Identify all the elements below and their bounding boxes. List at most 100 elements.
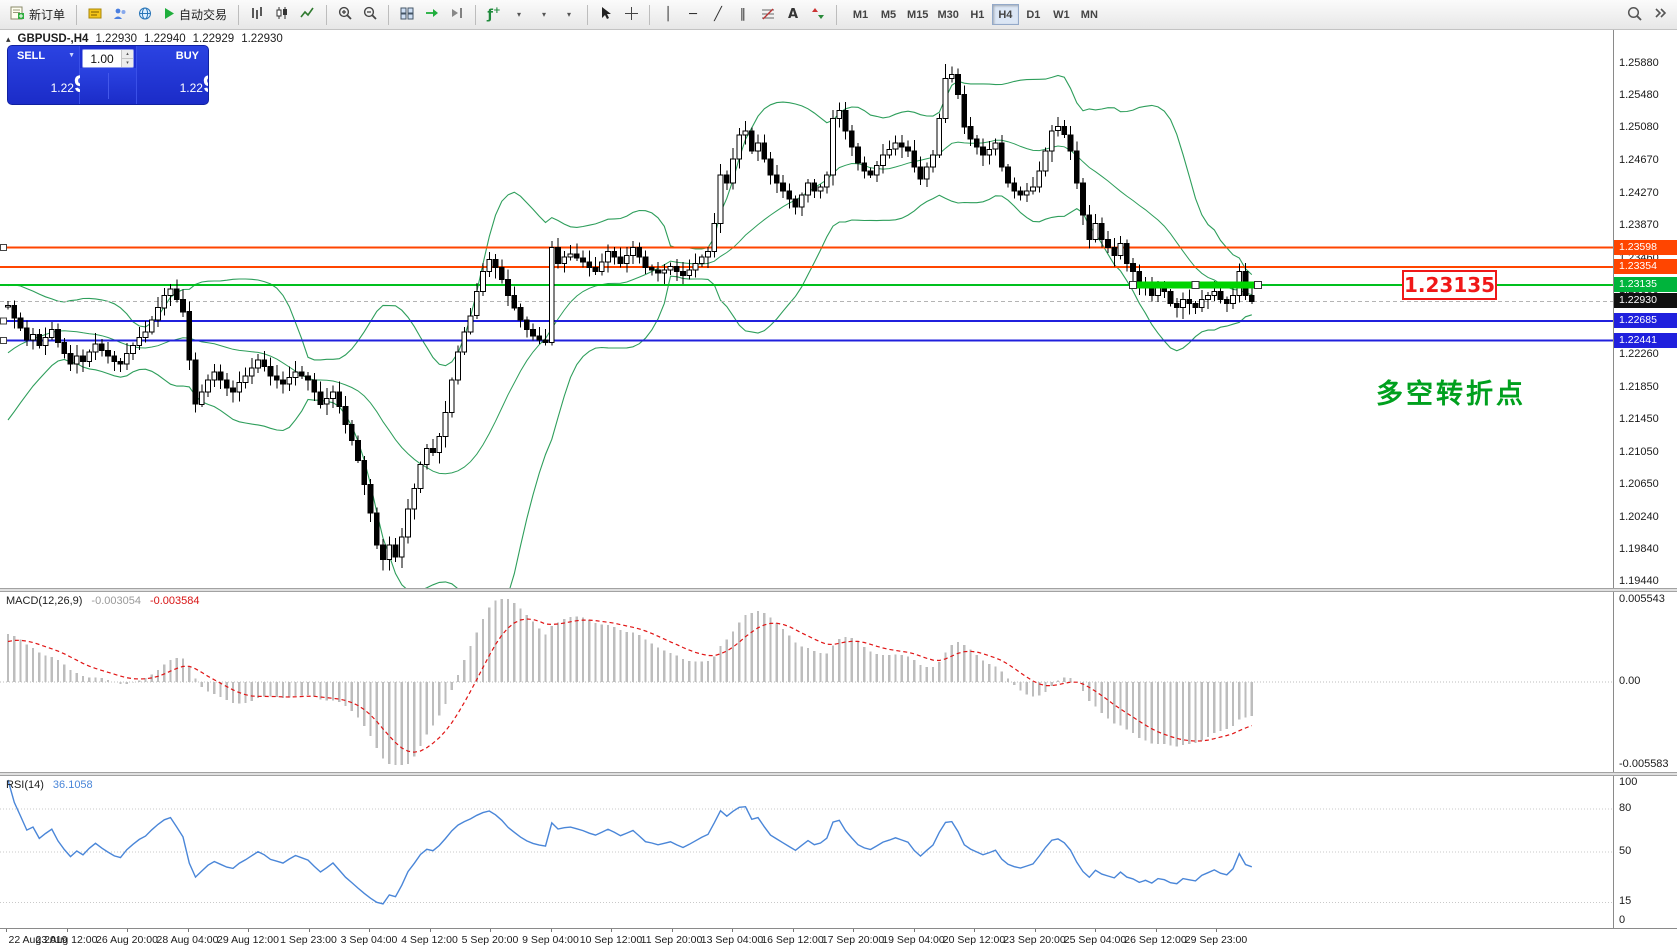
horizontal-line-button[interactable]: ─	[681, 3, 705, 27]
crosshair-button[interactable]	[619, 3, 643, 27]
candlestick-chart-button[interactable]	[270, 3, 294, 27]
price-tick: 1.21850	[1619, 381, 1659, 394]
macd-panel[interactable]: MACD(12,26,9) -0.003054 -0.003584	[0, 592, 1613, 772]
rsi-panel[interactable]: RSI(14) 36.1058	[0, 776, 1613, 928]
market-button[interactable]	[133, 3, 157, 27]
candlestick-chart[interactable]	[0, 30, 1613, 588]
macd-scale[interactable]: 0.005543 0.00 -0.005583	[1613, 592, 1677, 772]
autotrading-label: 自动交易	[179, 8, 228, 22]
autotrading-button[interactable]: 自动交易	[158, 3, 232, 27]
time-label: 11 Sep 20:00	[640, 934, 703, 946]
new-order-button[interactable]: 新订单	[5, 3, 70, 27]
time-label: 29 Aug 12:00	[217, 934, 279, 946]
volume-up-button[interactable]: ▴	[122, 50, 133, 59]
horizontal-level-lines[interactable]	[0, 246, 1613, 342]
cursor-button[interactable]	[594, 3, 618, 27]
chart-shift-button[interactable]	[445, 3, 469, 27]
time-label: 9 Sep 04:00	[522, 934, 579, 946]
new-order-label: 新订单	[29, 8, 66, 22]
one-click-collapse-icon[interactable]: ▴	[6, 33, 11, 44]
toolbar-separator	[326, 4, 328, 25]
price-tick: 1.19840	[1619, 542, 1659, 555]
line-handle[interactable]	[0, 337, 7, 345]
rsi-scale-label: 15	[1619, 895, 1632, 908]
macd-signal-value: -0.003584	[149, 595, 200, 607]
zoom-out-button[interactable]	[358, 3, 382, 27]
macd-scale-label: 0.00	[1619, 675, 1641, 687]
annotation-text[interactable]: 多空转折点	[1376, 379, 1526, 409]
timeframe-m30[interactable]: M30	[933, 4, 962, 25]
chart-shift-icon	[450, 7, 464, 22]
price-tick: 1.21050	[1619, 445, 1659, 458]
time-label: 16 Sep 12:00	[761, 934, 824, 946]
sell-label: SELL	[17, 50, 46, 62]
time-label: 20 Sep 12:00	[942, 934, 1006, 946]
volume-input[interactable]	[83, 50, 121, 67]
timeframe-mn[interactable]: MN	[1076, 4, 1103, 25]
rsi-value: 36.1058	[52, 779, 93, 791]
zoom-in-icon	[338, 6, 352, 23]
time-tick	[248, 929, 249, 932]
price-tick: 1.19440	[1619, 575, 1659, 587]
fibonacci-button[interactable]	[756, 3, 780, 27]
tile-windows-button[interactable]	[395, 3, 419, 27]
time-tick	[611, 929, 612, 932]
metaeditor-button[interactable]	[83, 3, 107, 27]
chevron-down-icon[interactable]: ▼	[68, 52, 75, 59]
time-tick	[974, 929, 975, 932]
price-tick: 1.25880	[1619, 57, 1659, 69]
line-chart-icon	[300, 6, 315, 23]
panel-splitter[interactable]	[0, 588, 1677, 592]
sell-button[interactable]: SELL ▼ 1.22930	[8, 46, 107, 104]
bar-chart-button[interactable]	[245, 3, 269, 27]
channel-button[interactable]: ∥	[731, 3, 755, 27]
chevron-down-icon: ▾	[542, 10, 547, 19]
indicators-button[interactable]: ƒ+	[482, 3, 506, 27]
ask-price: 1.22956	[179, 71, 208, 98]
arrows-tool-icon	[812, 7, 825, 23]
line-chart-button[interactable]	[295, 3, 320, 27]
experts-button[interactable]	[108, 3, 132, 27]
zoom-out-icon	[363, 6, 377, 23]
buy-button[interactable]: BUY 1.22956	[136, 46, 208, 104]
line-handle[interactable]	[0, 244, 7, 252]
search-button[interactable]	[1622, 3, 1647, 27]
time-tick	[6, 929, 7, 932]
toolbar: 新订单 自动交易 ƒ+ ▾ ▾ ▾	[0, 0, 1677, 30]
panel-splitter[interactable]	[0, 772, 1677, 776]
timeframe-m15[interactable]: M15	[903, 4, 932, 25]
profiles-button[interactable]	[1648, 3, 1672, 27]
volume-stepper: ▴ ▾	[121, 50, 133, 67]
volume-down-button[interactable]: ▾	[122, 59, 133, 67]
timeframe-m5[interactable]: M5	[875, 4, 902, 25]
timeframe-d1[interactable]: D1	[1020, 4, 1047, 25]
periods-dropdown[interactable]: ▾	[532, 3, 556, 27]
auto-scroll-button[interactable]	[420, 3, 444, 27]
templates-dropdown[interactable]: ▾	[557, 3, 581, 27]
vertical-line-button[interactable]: │	[656, 3, 680, 27]
time-label: 23 Aug 12:00	[35, 934, 98, 946]
timeframe-w1[interactable]: W1	[1048, 4, 1075, 25]
macd-label: MACD(12,26,9)	[6, 595, 83, 607]
time-tick	[1216, 929, 1217, 932]
timeframe-h4[interactable]: H4	[991, 4, 1019, 25]
timeframe-m1[interactable]: M1	[847, 4, 874, 25]
line-handle[interactable]	[0, 317, 7, 325]
rsi-scale[interactable]: 100 80 50 15 0	[1613, 776, 1677, 928]
toolbar-separator	[836, 4, 838, 25]
time-axis[interactable]: 22 Aug 2019 23 Aug 12:00 26 Aug 20:00 28 Au…	[0, 928, 1677, 950]
arrows-tool-button[interactable]	[806, 3, 830, 27]
timeframe-h1[interactable]: H1	[964, 4, 991, 25]
main-chart-panel[interactable]: ▴ GBPUSD-,H4 1.22930 1.22940 1.22929 1.2…	[0, 30, 1613, 588]
timeframe-toolbar: M1 M5 M15 M30 H1 H4 D1 W1 MN	[847, 4, 1103, 25]
highlight-segment[interactable]	[1129, 280, 1262, 289]
rsi-chart	[0, 779, 1613, 905]
zoom-in-button[interactable]	[333, 3, 357, 27]
price-scale[interactable]: 1.25880 1.25480 1.25080 1.24670 1.24270 1.238…	[1613, 30, 1677, 588]
indicators-dropdown[interactable]: ▾	[507, 3, 531, 27]
trendline-button[interactable]: ╱	[706, 3, 730, 27]
ohlc-open: 1.22930	[95, 33, 138, 45]
price-level-label[interactable]: 1.23135	[1402, 270, 1497, 300]
auto-scroll-icon	[425, 7, 439, 22]
text-tool-button[interactable]: A	[781, 3, 805, 27]
